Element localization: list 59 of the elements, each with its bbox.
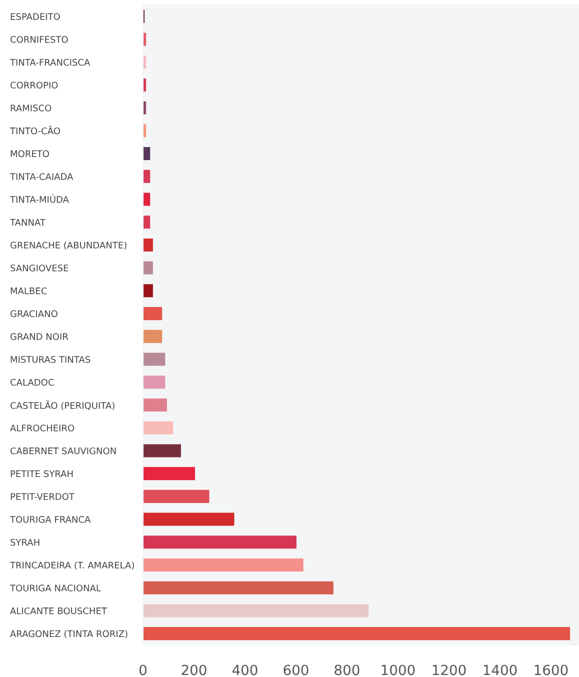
y-tick-label: TINTA-MIÚDA [10,194,69,203]
bar [143,467,196,480]
bar [143,581,334,594]
y-tick-label: CABERNET SAUVIGNON [10,447,116,454]
y-tick-label: GRAND NOIR [10,333,68,340]
y-tick-label: PETITE SYRAH [10,470,73,478]
y-tick-label: TINTA-FRANCISCA [10,58,90,66]
y-tick-label: PETIT-VERDOT [10,493,74,500]
y-tick-label: SANGIOVESE [10,264,68,272]
y-tick-label: ESPADEITO [10,13,60,20]
bar [143,558,304,572]
x-tick-label: 200 [182,664,206,676]
bar [143,352,166,366]
x-tick-label: 400 [232,664,258,676]
bar [143,444,181,458]
y-tick-label: MISTURAS TINTAS [10,356,90,363]
y-tick-label: MORETO [10,150,49,158]
bar [143,192,150,206]
y-tick-label: TINTO-CÃO [10,126,60,134]
y-tick-label: RAMISCO [10,104,52,112]
bar [143,261,153,274]
bar [143,330,162,343]
bar [143,376,166,389]
y-tick-label: TRINCADEIRA (T. AMARELA) [10,562,134,570]
y-tick-label: GRENACHE (ABUNDANTE) [10,242,126,250]
bar [143,512,234,526]
bar [143,170,150,183]
y-tick-label: ALFROCHEIRO [10,424,74,432]
x-tick-label: 0 [139,664,146,676]
y-tick-label: TOURIGA NACIONAL [10,584,101,592]
bar [143,604,369,618]
y-tick-label: MALBEC [10,287,47,294]
x-tick-label: 800 [334,664,360,676]
y-tick-label: TANNAT [10,218,46,226]
bar [143,238,153,252]
bar [143,490,210,503]
bar [143,216,150,229]
x-tick-label: 1000 [382,664,415,676]
bar [143,307,162,320]
x-tick-label: 1200 [432,664,466,676]
bar [143,398,167,412]
y-tick-label: TINTA-CAIADA [10,173,74,180]
bar [143,284,153,298]
y-tick-label: CORROPIO [10,82,58,89]
bar [143,421,174,434]
y-tick-label: GRACIANO [10,310,58,318]
bar [143,536,296,549]
y-tick-label: ARAGONEZ (TINTA RORIZ) [10,630,128,638]
y-tick-label: ALICANTE BOUSCHET [10,607,108,614]
bar [143,627,570,640]
y-tick-label: TOURIGA FRANCA [10,516,91,523]
y-tick-label: CASTELÃO (PERIQUITA) [10,400,114,410]
bar [143,147,150,160]
x-tick-label: 1400 [484,664,517,676]
y-tick-label: CALADOC [10,378,54,386]
x-tick-label: 1600 [534,664,568,676]
y-tick-label: SYRAH [10,538,40,546]
y-tick-label: CORNIFESTO [10,36,68,43]
x-tick-label: 600 [284,664,308,676]
